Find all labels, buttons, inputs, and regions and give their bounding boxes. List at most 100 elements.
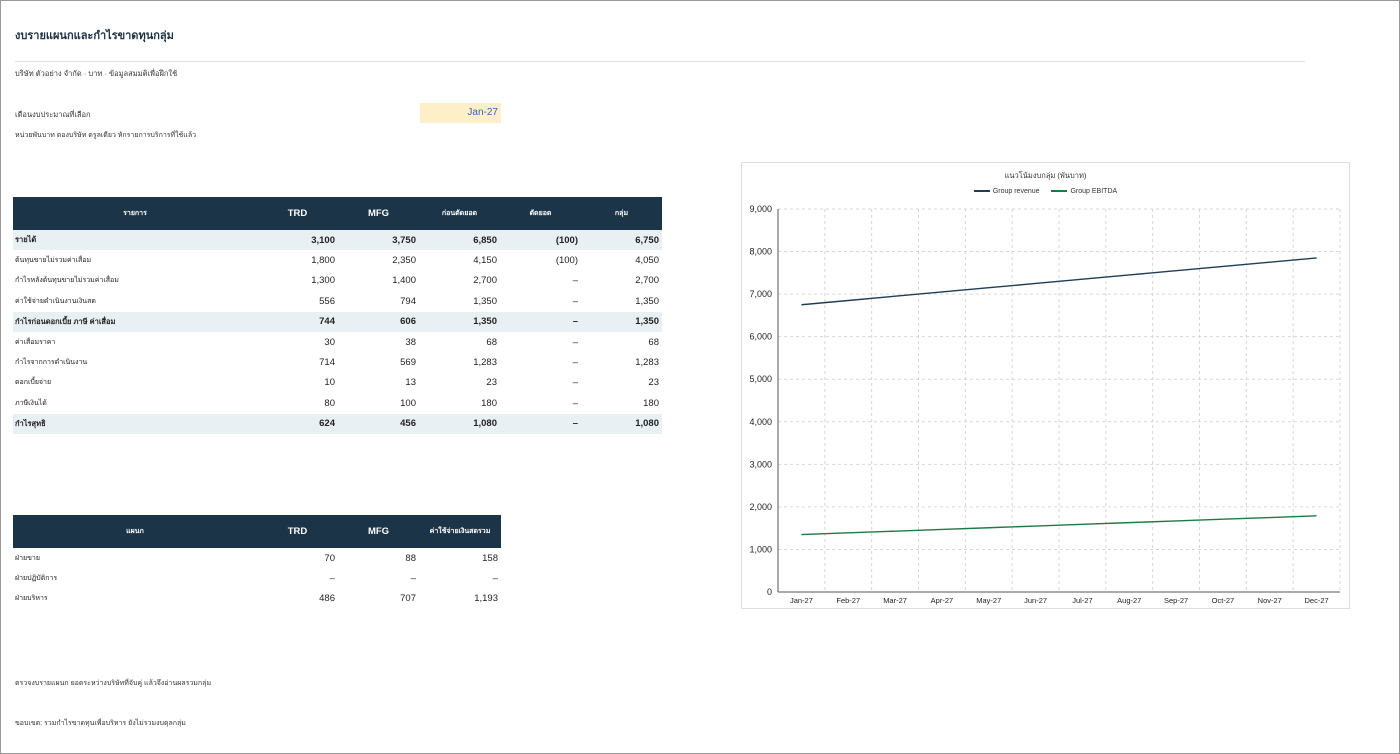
pl-cell-elim[interactable]: – bbox=[572, 336, 578, 348]
pl-cell-pre[interactable]: 1,350 bbox=[419, 311, 500, 332]
pl-cell-elim[interactable]: – bbox=[572, 377, 578, 389]
pl-row: กำไรสุทธิ 624 456 1,080–1,080 bbox=[13, 413, 662, 434]
pl-row-label[interactable]: กำไรหลังต้นทุนขายไม่รวมค่าเสื่อม bbox=[15, 277, 119, 285]
pl-cell-group[interactable]: 23 bbox=[648, 377, 659, 389]
pl-cell-trd[interactable]: 556 bbox=[319, 295, 335, 307]
pl-header-group[interactable]: กลุ่ม bbox=[581, 197, 662, 230]
pl-cell-group[interactable]: 2,700 bbox=[635, 275, 659, 287]
pl-cell-group[interactable]: 1,350 bbox=[581, 311, 662, 332]
pl-cell-elim[interactable]: – bbox=[572, 295, 578, 307]
group-trend-chart[interactable]: แนวโน้มงบกลุ่ม (พันบาท) Group revenue Gr… bbox=[741, 162, 1350, 609]
pl-cell-group[interactable]: 68 bbox=[648, 336, 659, 348]
pl-cell-group[interactable]: 6,750 bbox=[581, 230, 662, 251]
pl-cell-trd[interactable]: 1,300 bbox=[311, 275, 335, 287]
dept-cell-trd[interactable]: 486 bbox=[319, 593, 335, 605]
pl-cell-trd[interactable]: 1,800 bbox=[311, 255, 335, 267]
x-tick-label: Dec-27 bbox=[1304, 596, 1328, 605]
pl-cell-group[interactable]: 180 bbox=[643, 397, 659, 409]
pl-row-label[interactable]: กำไรก่อนดอกเบี้ย ภาษี ค่าเสื่อม bbox=[13, 311, 257, 332]
dept-cell-total[interactable]: 1,193 bbox=[474, 593, 498, 605]
dept-row-label[interactable]: ฝ่ายปฏิบัติการ bbox=[15, 575, 58, 583]
pl-cell-elim[interactable]: – bbox=[500, 413, 581, 434]
dept-cell-total[interactable]: 158 bbox=[482, 552, 498, 564]
y-tick-label: 9,000 bbox=[749, 204, 772, 214]
pl-row-label[interactable]: ดอกเบี้ยจ่าย bbox=[15, 379, 52, 387]
y-tick-label: 2,000 bbox=[749, 502, 772, 512]
pl-cell-pre[interactable]: 6,850 bbox=[419, 230, 500, 251]
dept-row: ฝ่ายบริหาร 486 707 1,193 bbox=[13, 589, 501, 609]
pl-cell-trd[interactable]: 10 bbox=[324, 377, 335, 389]
pl-cell-mfg[interactable]: 1,400 bbox=[392, 275, 416, 287]
title-divider bbox=[15, 61, 1305, 62]
pl-cell-group[interactable]: 1,350 bbox=[635, 295, 659, 307]
footer-scope: ขอบเขต: รวมกำไรขาดทุนเพื่อบริหาร ยังไม่ร… bbox=[15, 720, 186, 727]
pl-row-label[interactable]: ภาษีเงินได้ bbox=[15, 399, 47, 407]
pl-header-mfg[interactable]: MFG bbox=[338, 197, 419, 230]
dept-cell-trd[interactable]: – bbox=[329, 573, 335, 585]
dept-cell-total[interactable]: – bbox=[492, 573, 498, 585]
dept-row-label[interactable]: ฝ่ายขาย bbox=[15, 554, 40, 562]
pl-cell-trd[interactable]: 80 bbox=[324, 397, 335, 409]
dept-cell-mfg[interactable]: 88 bbox=[405, 552, 416, 564]
pl-cell-mfg[interactable]: 794 bbox=[400, 295, 416, 307]
x-tick-label: Oct-27 bbox=[1212, 596, 1235, 605]
legend-label-revenue: Group revenue bbox=[992, 188, 1040, 195]
series-line-ebitda bbox=[801, 515, 1317, 536]
pl-cell-pre[interactable]: 180 bbox=[481, 397, 497, 409]
pl-cell-pre[interactable]: 2,700 bbox=[473, 275, 497, 287]
x-tick-label: Apr-27 bbox=[931, 596, 954, 605]
pl-header-item[interactable]: รายการ bbox=[13, 197, 257, 230]
pl-cell-pre[interactable]: 4,150 bbox=[473, 255, 497, 267]
pl-cell-mfg[interactable]: 606 bbox=[338, 311, 419, 332]
dept-header-department[interactable]: แผนก bbox=[13, 515, 257, 548]
month-selector-input[interactable]: Jan-27 bbox=[420, 103, 501, 123]
pl-cell-mfg[interactable]: 3,750 bbox=[338, 230, 419, 251]
pl-cell-trd[interactable]: 30 bbox=[324, 336, 335, 348]
pl-cell-pre[interactable]: 23 bbox=[486, 377, 497, 389]
pl-cell-mfg[interactable]: 456 bbox=[338, 413, 419, 434]
dept-cell-mfg[interactable]: 707 bbox=[400, 593, 416, 605]
pl-row: กำไรหลังต้นทุนขายไม่รวมค่าเสื่อม 1,300 1,4… bbox=[13, 271, 662, 291]
pl-cell-group[interactable]: 1,283 bbox=[635, 357, 659, 369]
pl-cell-pre[interactable]: 1,080 bbox=[419, 413, 500, 434]
pl-row-label[interactable]: ค่าใช้จ่ายดำเนินงานเงินสด bbox=[15, 297, 96, 305]
pl-cell-mfg[interactable]: 569 bbox=[400, 357, 416, 369]
pl-cell-pre[interactable]: 1,350 bbox=[473, 295, 497, 307]
pl-cell-group[interactable]: 4,050 bbox=[635, 255, 659, 267]
pl-cell-mfg[interactable]: 2,350 bbox=[392, 255, 416, 267]
pl-cell-trd[interactable]: 624 bbox=[257, 413, 338, 434]
pl-row-label[interactable]: กำไรสุทธิ bbox=[13, 413, 257, 434]
pl-cell-trd[interactable]: 3,100 bbox=[257, 230, 338, 251]
pl-row-label[interactable]: กำไรจากการดำเนินงาน bbox=[15, 359, 88, 367]
pl-cell-mfg[interactable]: 38 bbox=[405, 336, 416, 348]
dept-header-mfg[interactable]: MFG bbox=[338, 515, 419, 548]
dept-header-total-cash-expense[interactable]: ค่าใช้จ่ายเงินสดรวม bbox=[419, 515, 501, 548]
pl-row-label[interactable]: ต้นทุนขายไม่รวมค่าเสื่อม bbox=[15, 257, 92, 265]
department-table: แผนก TRD MFG ค่าใช้จ่ายเงินสดรวม ฝ่ายขาย… bbox=[13, 515, 501, 609]
pl-cell-trd[interactable]: 714 bbox=[319, 357, 335, 369]
pl-row-label[interactable]: รายได้ bbox=[13, 230, 257, 251]
units-note: หน่วยพันบาท ตองบริษัท ตรูลเดียว หักรายกา… bbox=[15, 132, 197, 139]
pl-cell-pre[interactable]: 1,283 bbox=[473, 357, 497, 369]
pl-cell-trd[interactable]: 744 bbox=[257, 311, 338, 332]
pl-header-elimination[interactable]: ตัดยอด bbox=[500, 197, 581, 230]
pl-cell-mfg[interactable]: 100 bbox=[400, 397, 416, 409]
dept-cell-mfg[interactable]: – bbox=[410, 573, 416, 585]
pl-header-trd[interactable]: TRD bbox=[257, 197, 338, 230]
pl-cell-elim[interactable]: (100) bbox=[555, 255, 578, 267]
pl-header-pre-elimination[interactable]: ก่อนตัดยอด bbox=[419, 197, 500, 230]
pl-cell-elim[interactable]: – bbox=[572, 397, 578, 409]
pl-cell-elim[interactable]: – bbox=[572, 357, 578, 369]
pl-row-label[interactable]: ค่าเสื่อมราคา bbox=[15, 338, 56, 346]
pl-cell-pre[interactable]: 68 bbox=[486, 336, 497, 348]
dept-cell-trd[interactable]: 70 bbox=[324, 552, 335, 564]
dept-row-label[interactable]: ฝ่ายบริหาร bbox=[15, 595, 48, 603]
y-tick-label: 7,000 bbox=[749, 289, 772, 299]
pl-cell-group[interactable]: 1,080 bbox=[581, 413, 662, 434]
pl-cell-mfg[interactable]: 13 bbox=[405, 377, 416, 389]
pl-cell-elim[interactable]: (100) bbox=[500, 230, 581, 251]
pl-row: รายได้ 3,100 3,750 6,850 (100) 6,750 bbox=[13, 230, 662, 251]
pl-cell-elim[interactable]: – bbox=[500, 311, 581, 332]
dept-header-trd[interactable]: TRD bbox=[257, 515, 338, 548]
pl-cell-elim[interactable]: – bbox=[572, 275, 578, 287]
